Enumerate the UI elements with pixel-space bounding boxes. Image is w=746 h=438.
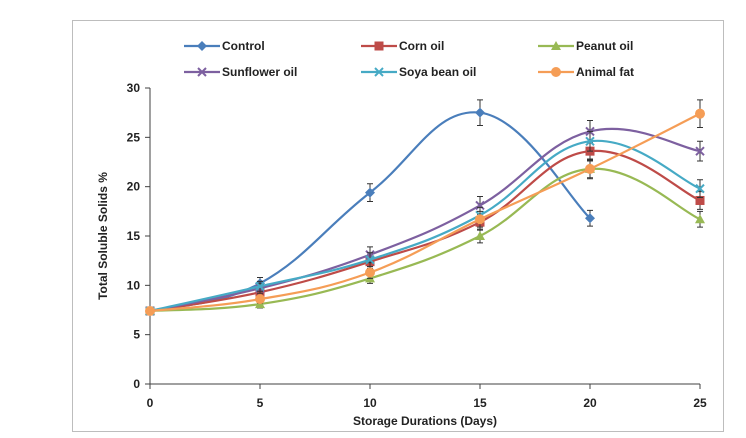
x-tick-label: 25 <box>693 396 707 410</box>
y-tick-label: 5 <box>133 328 140 342</box>
data-point <box>475 231 485 240</box>
y-tick-label: 25 <box>127 130 141 144</box>
data-point <box>695 195 705 205</box>
x-tick-label: 0 <box>147 396 154 410</box>
legend-item-corn-oil: Corn oil <box>361 39 444 53</box>
data-point <box>365 267 375 278</box>
data-point <box>475 214 485 225</box>
legend: Control Corn oil Peanut oil Sunflower oil So… <box>184 39 634 79</box>
series-line-corn-oil <box>149 149 701 313</box>
legend-swatch-marker <box>551 67 561 77</box>
y-tick-label: 30 <box>127 81 141 95</box>
legend-swatch-marker <box>551 41 561 50</box>
legend-swatch-marker <box>374 67 384 77</box>
legend-swatch-marker <box>197 41 207 51</box>
legend-item-sunflower-oil: Sunflower oil <box>184 65 297 79</box>
legend-swatch-marker <box>197 67 207 77</box>
legend-label: Peanut oil <box>576 39 633 53</box>
series <box>145 99 705 316</box>
data-point <box>475 107 485 118</box>
x-tick-label: 5 <box>257 396 264 410</box>
chart-frame: Control Corn oil Peanut oil Sunflower oil So… <box>72 20 724 432</box>
legend-item-control: Control <box>184 39 265 53</box>
y-axis-title: Total Soluble Solids % <box>96 172 110 300</box>
legend-item-soya-bean-oil: Soya bean oil <box>361 65 476 79</box>
line-chart: Control Corn oil Peanut oil Sunflower oil So… <box>96 39 707 428</box>
legend-item-peanut-oil: Peanut oil <box>538 39 633 53</box>
data-point <box>695 214 705 224</box>
x-tick-label: 15 <box>473 396 487 410</box>
data-point <box>695 108 705 119</box>
legend-label: Animal fat <box>576 65 634 79</box>
legend-label: Sunflower oil <box>222 65 297 79</box>
series-peanut-oil <box>145 159 705 315</box>
y-tick-label: 10 <box>127 278 141 292</box>
x-tick-label: 10 <box>363 396 377 410</box>
legend-swatch-marker <box>374 41 384 51</box>
y-tick-label: 15 <box>127 229 141 243</box>
data-point <box>365 254 375 265</box>
series-line-soya-bean-oil <box>149 139 701 313</box>
x-axis-title: Storage Durations (Days) <box>353 414 497 428</box>
data-point <box>695 146 705 156</box>
axes <box>149 88 700 385</box>
ticks: 0 5 10 15 20 25 30 0 5 10 15 20 25 <box>127 81 707 410</box>
series-sunflower-oil <box>145 120 705 316</box>
legend-label: Control <box>222 39 265 53</box>
series-soya-bean-oil <box>145 130 705 316</box>
data-point <box>585 136 595 146</box>
data-point <box>585 163 595 174</box>
series-line-peanut-oil <box>149 167 701 313</box>
y-tick-label: 20 <box>127 180 141 194</box>
data-point <box>365 187 375 198</box>
data-point <box>585 213 595 224</box>
data-point <box>475 200 485 211</box>
data-point <box>255 294 265 305</box>
series-line-sunflower-oil <box>149 127 701 313</box>
legend-label: Soya bean oil <box>399 65 476 79</box>
y-tick-label: 0 <box>133 377 140 391</box>
data-point <box>145 305 155 316</box>
data-point <box>255 281 265 292</box>
x-tick-label: 20 <box>583 396 597 410</box>
series-corn-oil <box>145 140 705 316</box>
legend-item-animal-fat: Animal fat <box>538 65 634 79</box>
series-line-animal-fat <box>149 112 701 313</box>
data-point <box>695 183 705 194</box>
legend-label: Corn oil <box>399 39 444 53</box>
series-animal-fat <box>145 99 705 316</box>
